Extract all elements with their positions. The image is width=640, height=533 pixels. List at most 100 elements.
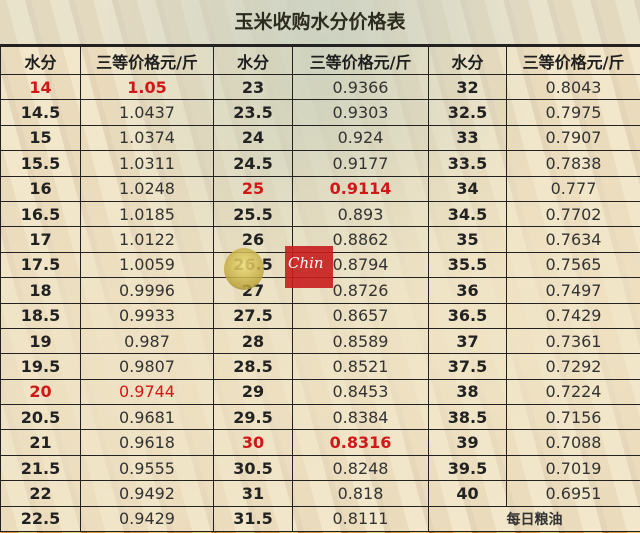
price-cell: 0.7497 <box>506 277 640 304</box>
header-moisture: 水分 <box>213 46 293 75</box>
moisture-cell: 35.5 <box>428 251 507 279</box>
price-cell: 1.0311 <box>80 150 214 177</box>
table-row: 22 0.9492 31 0.818 40 0.6951 <box>0 480 640 507</box>
moisture-cell: 28.5 <box>213 353 293 380</box>
moisture-cell: 25 <box>213 175 293 202</box>
moisture-cell: 26 <box>213 226 293 253</box>
price-cell: 0.7975 <box>506 99 640 126</box>
price-cell: 0.9933 <box>80 302 214 329</box>
price-cell: 1.0122 <box>80 226 214 253</box>
header-moisture: 水分 <box>0 46 81 75</box>
moisture-cell: 18 <box>0 277 81 304</box>
price-cell: 0.7224 <box>506 378 640 406</box>
price-cell: 0.9177 <box>292 150 429 177</box>
moisture-cell: 33 <box>428 124 507 152</box>
moisture-cell: 34.5 <box>428 200 507 228</box>
moisture-cell: 24.5 <box>213 150 293 177</box>
moisture-cell: 17 <box>0 226 81 253</box>
moisture-cell: 15.5 <box>0 150 81 177</box>
moisture-cell: 24 <box>213 124 293 152</box>
moisture-cell: 14 <box>0 73 81 101</box>
moisture-price-table: 水分 三等价格元/斤 水分 三等价格元/斤 水分 三等价格元/斤 14 1.05 2… <box>0 46 640 533</box>
price-cell: 0.8316 <box>292 429 429 456</box>
moisture-cell: 30 <box>213 429 293 456</box>
moisture-cell: 37 <box>428 327 507 355</box>
moisture-cell: 17.5 <box>0 251 81 279</box>
price-cell: 0.9366 <box>292 73 429 101</box>
price-cell: 0.6951 <box>506 480 640 507</box>
price-cell: 0.8111 <box>292 505 429 533</box>
price-cell: 0.9429 <box>80 505 214 533</box>
price-cell: 0.7156 <box>506 404 640 431</box>
moisture-cell: 21 <box>0 429 81 456</box>
header-price: 三等价格元/斤 <box>292 46 429 75</box>
moisture-cell: 29.5 <box>213 404 293 431</box>
price-cell: 0.7907 <box>506 124 640 152</box>
moisture-cell: 32.5 <box>428 99 507 126</box>
price-cell: 0.7019 <box>506 454 640 482</box>
moisture-cell: 28 <box>213 327 293 355</box>
moisture-cell: 18.5 <box>0 302 81 329</box>
moisture-cell: 39.5 <box>428 454 507 482</box>
header-price: 三等价格元/斤 <box>80 46 214 75</box>
price-cell: 0.9681 <box>80 404 214 431</box>
moisture-cell: 22 <box>0 480 81 507</box>
moisture-cell: 38 <box>428 378 507 406</box>
header-row: 水分 三等价格元/斤 水分 三等价格元/斤 水分 三等价格元/斤 <box>0 46 640 75</box>
table-title: 玉米收购水分价格表 <box>0 0 640 46</box>
price-cell: 0.8589 <box>292 327 429 355</box>
moisture-cell: 23 <box>213 73 293 101</box>
moisture-cell: 16 <box>0 175 81 202</box>
moisture-cell: 36 <box>428 277 507 304</box>
price-cell: 0.9555 <box>80 454 214 482</box>
price-cell: 0.8657 <box>292 302 429 329</box>
moisture-cell: 33.5 <box>428 150 507 177</box>
table-row: 20 0.9744 29 0.8453 38 0.7224 <box>0 378 640 406</box>
moisture-cell: 32 <box>428 73 507 101</box>
moisture-cell: 40 <box>428 480 507 507</box>
price-cell: 0.9744 <box>80 378 214 406</box>
moisture-cell: 20 <box>0 378 81 406</box>
moisture-cell: 27.5 <box>213 302 293 329</box>
moisture-cell: 36.5 <box>428 302 507 329</box>
table-row: 21 0.9618 30 0.8316 39 0.7088 <box>0 429 640 456</box>
price-cell: 0.9492 <box>80 480 214 507</box>
table-row: 22.5 0.9429 31.5 0.8111 每日粮油 <box>0 505 640 533</box>
moisture-cell: 30.5 <box>213 454 293 482</box>
price-cell: 0.924 <box>292 124 429 152</box>
price-cell: 0.8043 <box>506 73 640 101</box>
moisture-cell: 14.5 <box>0 99 81 126</box>
moisture-cell: 21.5 <box>0 454 81 482</box>
moisture-cell: 35 <box>428 226 507 253</box>
price-cell: 0.987 <box>80 327 214 355</box>
table-row: 15 1.0374 24 0.924 33 0.7907 <box>0 124 640 152</box>
price-cell: 1.0185 <box>80 200 214 228</box>
price-cell: 0.8248 <box>292 454 429 482</box>
moisture-cell: 25.5 <box>213 200 293 228</box>
price-cell: 1.0248 <box>80 175 214 202</box>
table-row: 20.5 0.9681 29.5 0.8384 38.5 0.7156 <box>0 404 640 431</box>
moisture-cell: 19 <box>0 327 81 355</box>
price-cell: 0.8726 <box>292 277 429 304</box>
price-cell: 0.818 <box>292 480 429 507</box>
price-cell: 0.893 <box>292 200 429 228</box>
price-cell: 0.9618 <box>80 429 214 456</box>
moisture-cell: 22.5 <box>0 505 81 533</box>
moisture-cell: 19.5 <box>0 353 81 380</box>
price-cell: 0.9303 <box>292 99 429 126</box>
table-row: 19 0.987 28 0.8589 37 0.7361 <box>0 327 640 355</box>
price-cell: 0.7292 <box>506 353 640 380</box>
china-watermark-stamp: Chin <box>285 246 333 288</box>
table-row: 21.5 0.9555 30.5 0.8248 39.5 0.7019 <box>0 454 640 482</box>
price-cell: 0.7838 <box>506 150 640 177</box>
moisture-cell: 37.5 <box>428 353 507 380</box>
moisture-cell: 34 <box>428 175 507 202</box>
price-cell: 0.9114 <box>292 175 429 202</box>
table-row: 19.5 0.9807 28.5 0.8521 37.5 0.7292 <box>0 353 640 380</box>
price-cell: 0.7702 <box>506 200 640 228</box>
moisture-cell: 29 <box>213 378 293 406</box>
table-row: 15.5 1.0311 24.5 0.9177 33.5 0.7838 <box>0 150 640 177</box>
globe-logo-icon <box>224 248 264 290</box>
